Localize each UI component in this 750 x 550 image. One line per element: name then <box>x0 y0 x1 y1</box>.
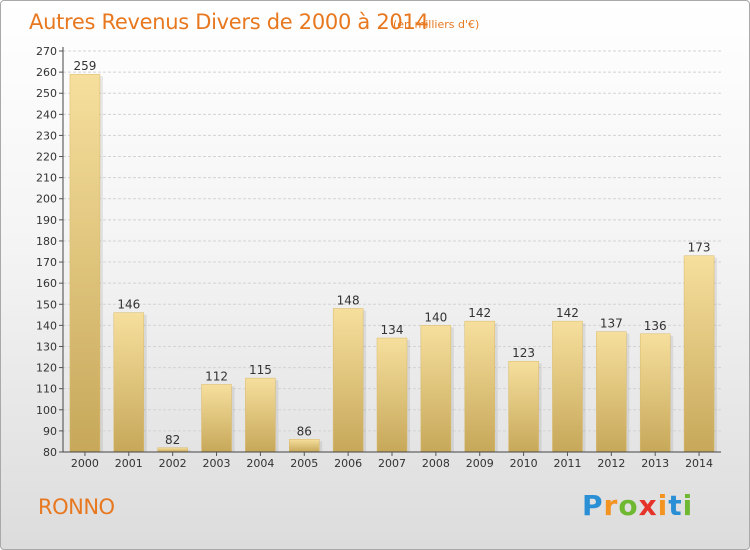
bars <box>69 73 718 453</box>
bar-2004 <box>245 377 276 453</box>
y-tick-label: 160 <box>36 277 57 290</box>
y-tick-label: 80 <box>43 446 57 459</box>
logo-letter: x <box>638 489 658 522</box>
chart-subtitle: (en milliers d'€) <box>393 18 480 31</box>
y-tick-label: 240 <box>36 108 57 121</box>
value-label: 136 <box>644 319 667 333</box>
value-label: 148 <box>337 293 360 307</box>
bar-2000 <box>69 73 101 453</box>
y-tick-label: 270 <box>36 45 57 58</box>
x-tick-label: 2011 <box>553 457 581 470</box>
y-tick-label: 180 <box>36 235 57 248</box>
chart-title: Autres Revenus Divers de 2000 à 2014 <box>29 10 429 34</box>
value-label: 112 <box>205 369 228 383</box>
y-tick-label: 120 <box>36 362 57 375</box>
bar-2002 <box>157 447 188 453</box>
y-tick-label: 130 <box>36 340 57 353</box>
x-tick-label: 2013 <box>641 457 669 470</box>
x-tick-label: 2000 <box>71 457 99 470</box>
logo-letter: i <box>682 489 694 522</box>
y-tick-label: 200 <box>36 193 57 206</box>
bar-2013 <box>639 333 671 453</box>
bar-2008 <box>420 325 452 453</box>
value-label: 146 <box>117 298 140 312</box>
y-tick-label: 100 <box>36 404 57 417</box>
x-tick-label: 2006 <box>334 457 362 470</box>
commune-name: RONNO <box>38 495 115 519</box>
value-label: 142 <box>468 306 491 320</box>
x-tick-label: 2010 <box>510 457 538 470</box>
logo-letter: t <box>668 489 683 522</box>
logo-letter: i <box>657 489 669 522</box>
y-tick-label: 250 <box>36 87 57 100</box>
x-tick-label: 2009 <box>466 457 494 470</box>
x-tick-label: 2014 <box>685 457 713 470</box>
value-label: 259 <box>73 59 96 73</box>
x-tick-label: 2002 <box>159 457 187 470</box>
labels: 80 90 100 110 120 130 140 150 160 170 180 190 200 210… <box>36 45 713 470</box>
logo-letter: r <box>603 489 619 522</box>
bar-2006 <box>332 308 364 453</box>
bar-2010 <box>508 360 539 453</box>
value-label: 82 <box>165 433 180 447</box>
y-tick-label: 210 <box>36 172 57 185</box>
bar-2012 <box>596 331 627 453</box>
value-label: 86 <box>297 424 312 438</box>
y-tick-label: 190 <box>36 214 57 227</box>
y-tick-label: 230 <box>36 129 57 142</box>
y-tick-label: 140 <box>36 319 57 332</box>
value-label: 137 <box>600 317 623 331</box>
value-label: 123 <box>512 346 535 360</box>
y-tick-label: 110 <box>36 383 57 396</box>
x-tick-label: 2001 <box>115 457 143 470</box>
bar-2007 <box>376 337 408 453</box>
x-tick-label: 2005 <box>290 457 318 470</box>
value-label: 140 <box>424 310 447 324</box>
bar-2005 <box>289 439 320 453</box>
bar-2001 <box>113 312 145 453</box>
axes <box>59 47 721 456</box>
y-tick-label: 260 <box>36 66 57 79</box>
x-tick-label: 2007 <box>378 457 406 470</box>
bar-2014 <box>683 255 715 453</box>
y-tick-label: 170 <box>36 256 57 269</box>
bar-2011 <box>552 320 583 453</box>
bar-2003 <box>201 384 232 453</box>
value-label: 115 <box>249 363 272 377</box>
x-tick-label: 2008 <box>422 457 450 470</box>
y-tick-label: 90 <box>43 425 57 438</box>
value-label: 173 <box>688 241 711 255</box>
x-tick-label: 2003 <box>203 457 231 470</box>
logo-letter: o <box>618 489 639 522</box>
value-label: 142 <box>556 306 579 320</box>
y-tick-label: 150 <box>36 298 57 311</box>
bar-2009 <box>464 320 495 453</box>
y-tick-label: 220 <box>36 151 57 164</box>
proxiti-logo[interactable]: Proxiti <box>582 489 693 522</box>
x-tick-label: 2004 <box>246 457 274 470</box>
value-label: 134 <box>381 323 404 337</box>
x-tick-label: 2012 <box>597 457 625 470</box>
logo-letter: P <box>582 489 604 522</box>
